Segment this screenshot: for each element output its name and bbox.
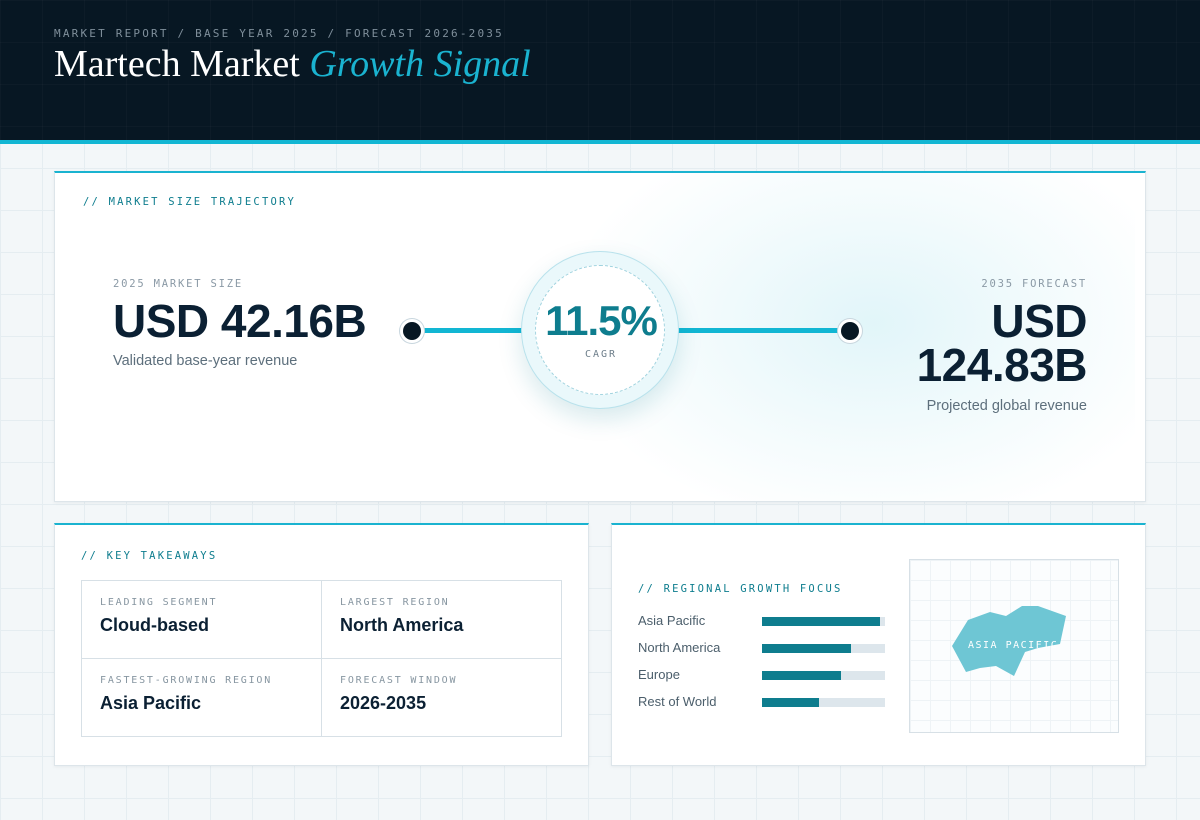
cagr-badge-inner: 11.5% CAGR [535, 265, 665, 395]
base-year-caption: 2025 MARKET SIZE [113, 278, 243, 290]
takeaway-largest-region: LARGEST REGION North America [322, 581, 562, 659]
page-title-accent: Growth Signal [309, 43, 531, 85]
region-bar-track [762, 644, 885, 653]
region-bar-row: Asia Pacific [638, 611, 888, 631]
takeaways-section-label: // KEY TAKEAWAYS [81, 550, 218, 562]
takeaway-label: LARGEST REGION [340, 597, 450, 608]
trajectory-line-right [675, 328, 845, 333]
key-takeaways-card: // KEY TAKEAWAYS LEADING SEGMENT Cloud-b… [54, 523, 589, 766]
region-name: North America [638, 640, 721, 655]
header-accent-rule [0, 140, 1200, 144]
region-bar-row: North America [638, 638, 888, 658]
page-title: Martech Market Growth Signal [54, 42, 531, 86]
region-bar-row: Europe [638, 665, 888, 685]
takeaway-label: FASTEST-GROWING REGION [100, 675, 273, 686]
forecast-caption: 2035 FORECAST [981, 278, 1087, 290]
region-bar-track [762, 617, 885, 626]
start-point-marker [403, 322, 421, 340]
forecast-value-currency: USD [991, 295, 1087, 347]
forecast-value-amount: 124.83B [916, 339, 1088, 391]
map-region-label: ASIA PACIFIC [968, 640, 1059, 651]
region-name: Asia Pacific [638, 613, 706, 628]
base-year-description: Validated base-year revenue [113, 353, 298, 369]
breadcrumb: MARKET REPORT / BASE YEAR 2025 / FORECAS… [54, 27, 504, 40]
takeaway-forecast-window: FORECAST WINDOW 2026-2035 [322, 659, 562, 737]
cagr-label: CAGR [584, 349, 618, 360]
region-map: ASIA PACIFIC [909, 559, 1119, 733]
trajectory-line-left [415, 328, 525, 333]
takeaway-value: 2026-2035 [340, 693, 427, 713]
region-name: Europe [638, 667, 680, 682]
regional-growth-card: // REGIONAL GROWTH FOCUS Asia Pacific No… [611, 523, 1146, 766]
cagr-badge: 11.5% CAGR [521, 251, 679, 409]
region-name: Rest of World [638, 694, 717, 709]
region-bar-fill [762, 671, 841, 680]
takeaway-value: Cloud-based [100, 615, 210, 635]
region-bar-row: Rest of World [638, 692, 888, 712]
takeaway-label: FORECAST WINDOW [340, 675, 458, 686]
takeaway-value: North America [340, 615, 464, 635]
market-size-trajectory-card: // MARKET SIZE TRAJECTORY 2025 MARKET SI… [54, 171, 1146, 502]
trajectory-section-label: // MARKET SIZE TRAJECTORY [83, 196, 297, 208]
takeaway-value: Asia Pacific [100, 693, 202, 713]
report-header: MARKET REPORT / BASE YEAR 2025 / FORECAS… [0, 0, 1200, 140]
takeaway-fastest-growing-region: FASTEST-GROWING REGION Asia Pacific [82, 659, 322, 737]
region-bar-track [762, 671, 885, 680]
regional-section-label: // REGIONAL GROWTH FOCUS [638, 583, 843, 595]
forecast-value: USD 124.83B [916, 295, 1088, 391]
base-year-value: USD 42.16B [113, 295, 367, 347]
takeaways-grid: LEADING SEGMENT Cloud-based LARGEST REGI… [81, 580, 562, 737]
region-bar-fill [762, 617, 881, 626]
page-title-main: Martech Market [54, 43, 300, 85]
cagr-value: 11.5% [545, 297, 658, 344]
asia-pacific-map-shape [952, 606, 1066, 676]
region-bar-fill [762, 644, 851, 653]
region-bar-fill [762, 698, 819, 707]
takeaway-leading-segment: LEADING SEGMENT Cloud-based [82, 581, 322, 659]
forecast-description: Projected global revenue [926, 398, 1087, 414]
takeaway-label: LEADING SEGMENT [100, 597, 218, 608]
region-bar-track [762, 698, 885, 707]
end-point-marker [841, 322, 859, 340]
